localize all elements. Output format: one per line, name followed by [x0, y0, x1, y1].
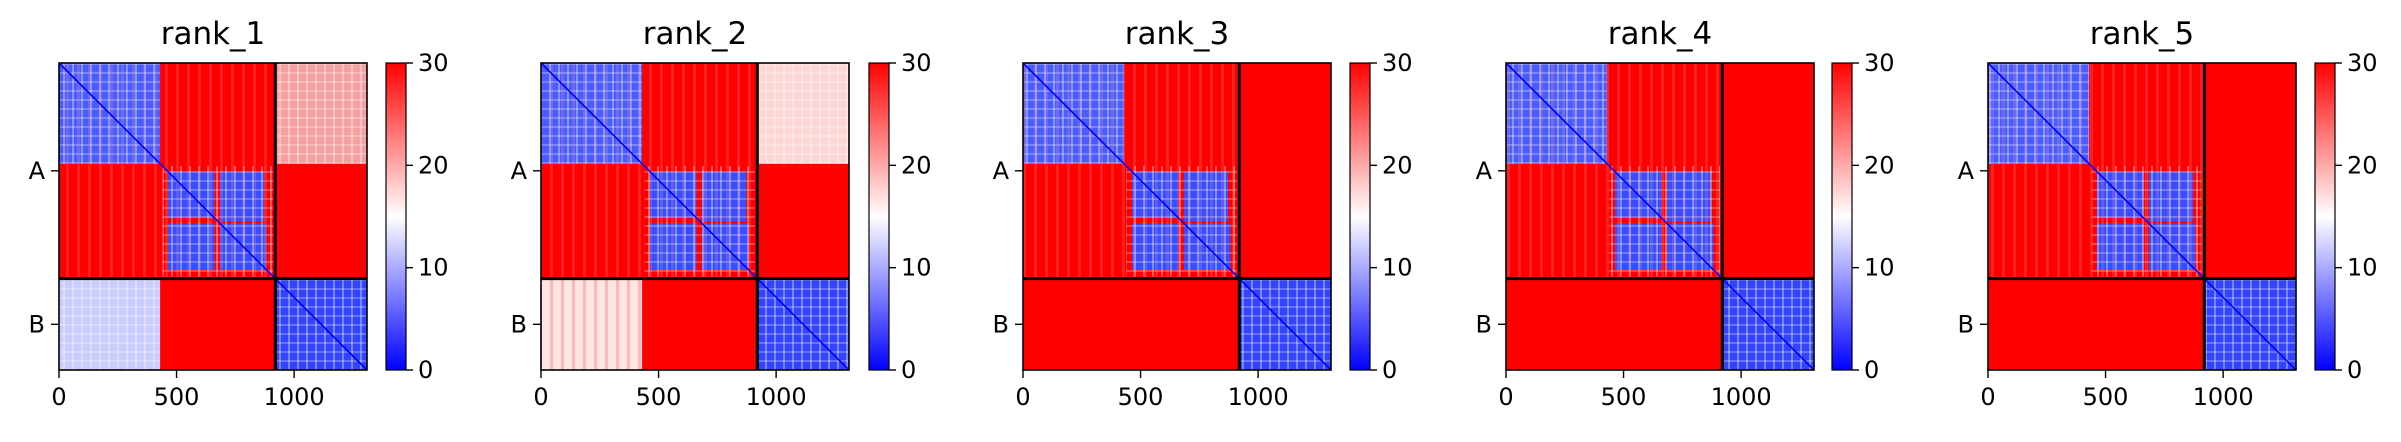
colorbar-tick-label: 0 — [1864, 356, 1879, 384]
y-tick-label: A — [29, 157, 46, 185]
diagonal-line — [1505, 62, 1815, 371]
axes-frame — [58, 62, 368, 371]
x-tick-label: 500 — [636, 383, 682, 411]
panel-title: rank_1 — [161, 16, 266, 52]
x-tick-label: 0 — [51, 383, 66, 411]
y-tick-label: A — [1958, 157, 1975, 185]
axes-frame — [1505, 62, 1815, 371]
interchain-ba-texture — [541, 278, 643, 370]
x-tick-label: 1000 — [1228, 383, 1289, 411]
colorbar-tick-label: 10 — [1864, 254, 1895, 282]
y-tick-label: B — [511, 310, 527, 338]
panel-title: rank_2 — [643, 16, 748, 52]
colorbar — [1349, 62, 1371, 371]
colorbar-tick-label: 0 — [2347, 356, 2362, 384]
interchain-ab-texture — [275, 63, 367, 164]
y-tick-label: B — [1476, 310, 1492, 338]
colorbar-tick-label: 20 — [418, 151, 449, 179]
x-tick-label: 1000 — [2193, 383, 2254, 411]
interchain-ba-texture — [59, 278, 161, 370]
x-tick-label: 500 — [2083, 383, 2129, 411]
colorbar — [385, 62, 407, 371]
colorbar-tick-label: 10 — [1382, 254, 1413, 282]
heatmap-panel-1: rank_1 0 500 1000 A B 0 10 20 30 — [29, 16, 449, 411]
colorbar-tick-label: 30 — [1382, 49, 1413, 77]
y-tick-label: B — [993, 310, 1009, 338]
colorbar — [2314, 62, 2336, 371]
x-tick-label: 500 — [1601, 383, 1647, 411]
colorbar-tick-label: 10 — [418, 254, 449, 282]
colorbar-tick-label: 20 — [1864, 151, 1895, 179]
x-tick-label: 500 — [1118, 383, 1164, 411]
colorbar-tick-label: 20 — [1382, 151, 1413, 179]
colorbar-tick-label: 0 — [418, 356, 433, 384]
x-tick-label: 0 — [1498, 383, 1513, 411]
colorbar — [868, 62, 890, 371]
colorbar — [1831, 62, 1853, 371]
axes-frame — [540, 62, 850, 371]
colorbar-tick-label: 30 — [418, 49, 449, 77]
panel-title: rank_5 — [2090, 16, 2195, 52]
diagonal-line — [58, 62, 368, 371]
x-tick-label: 1000 — [746, 383, 807, 411]
heatmap-panel-2: rank_2 0 500 1000 A B 0 10 20 30 — [511, 16, 932, 411]
colorbar-tick-label: 0 — [901, 356, 916, 384]
axes-frame — [1987, 62, 2297, 371]
x-tick-label: 1000 — [1711, 383, 1772, 411]
heatmap-panel-3: rank_3 0 500 1000 A B 0 10 20 30 — [993, 16, 1413, 411]
x-tick-label: 0 — [533, 383, 548, 411]
colorbar-tick-label: 10 — [901, 254, 932, 282]
heatmap-panel-4: rank_4 0 500 1000 A B 0 10 20 30 — [1476, 16, 1895, 411]
diagonal-line — [1987, 62, 2297, 371]
colorbar-tick-label: 0 — [1382, 356, 1397, 384]
y-tick-label: B — [1958, 310, 1974, 338]
axes-frame — [1022, 62, 1332, 371]
y-tick-label: A — [511, 157, 528, 185]
x-tick-label: 0 — [1015, 383, 1030, 411]
x-tick-label: 0 — [1980, 383, 1995, 411]
colorbar-tick-label: 30 — [901, 49, 932, 77]
panel-title: rank_4 — [1608, 16, 1713, 52]
colorbar-tick-label: 20 — [901, 151, 932, 179]
y-tick-label: A — [1476, 157, 1493, 185]
diagonal-line — [1022, 62, 1332, 371]
heatmap-panel-5: rank_5 0 500 1000 A B 0 10 20 30 — [1958, 16, 2378, 411]
y-tick-label: A — [993, 157, 1010, 185]
diagonal-line — [540, 62, 850, 371]
panel-title: rank_3 — [1125, 16, 1230, 52]
x-tick-label: 500 — [154, 383, 200, 411]
colorbar-tick-label: 20 — [2347, 151, 2378, 179]
colorbar-tick-label: 30 — [2347, 49, 2378, 77]
colorbar-tick-label: 10 — [2347, 254, 2378, 282]
interchain-ab-texture — [757, 63, 849, 164]
x-tick-label: 1000 — [264, 383, 325, 411]
y-tick-label: B — [29, 310, 45, 338]
colorbar-tick-label: 30 — [1864, 49, 1895, 77]
